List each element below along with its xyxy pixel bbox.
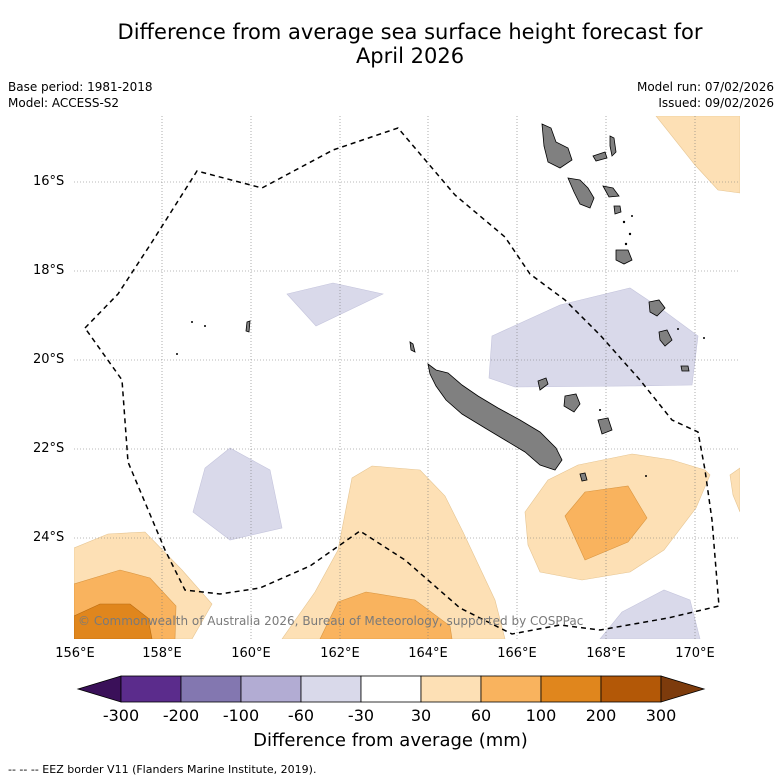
colorbar-tick-label: 300: [645, 706, 677, 725]
vanuatu-malekula: [567, 177, 595, 209]
grid-lines: [74, 116, 740, 639]
contour-60-100-southeast: [564, 485, 648, 561]
lat-tick-label: 16°S: [33, 174, 65, 189]
colorbar-segment: [120, 675, 182, 703]
vanuatu-pentecost: [609, 135, 617, 157]
base-period: Base period: 1981-2018: [8, 80, 153, 94]
colorbar-segment: [600, 675, 662, 703]
contour-neg30-60-east: [488, 287, 699, 388]
colorbar: [76, 675, 706, 703]
vanuatu-efate: [615, 249, 633, 265]
colorbar-segment: [360, 675, 422, 703]
copyright-notice: © Commonwealth of Australia 2026, Bureau…: [78, 614, 584, 628]
lon-tick-label: 164°E: [408, 646, 448, 661]
colorbar-tick-label: 100: [525, 706, 557, 725]
contour-100-200-southwest: [74, 603, 153, 639]
lat-tick-label: 18°S: [33, 263, 65, 278]
colorbar-tick-label: -300: [102, 706, 140, 725]
colorbar-segment: [300, 675, 362, 703]
lon-tick-label: 166°E: [497, 646, 537, 661]
eez-footnote: -- -- -- EEZ border V11 (Flanders Marine…: [8, 763, 317, 776]
colorbar-tick-label: -30: [347, 706, 375, 725]
islands: [245, 123, 690, 482]
vanuatu-epi: [613, 205, 622, 215]
colorbar-tick-label: -60: [287, 706, 315, 725]
vanuatu-aneityum: [680, 365, 690, 372]
colorbar-extend-high: [660, 675, 706, 703]
colorbar-tick-label: -100: [222, 706, 260, 725]
lat-tick-label: 24°S: [33, 530, 65, 545]
colorbar-segment: [240, 675, 302, 703]
meta-right: Model run: 07/02/2026 Issued: 09/02/2026: [637, 79, 774, 111]
loyalty-island-2: [563, 393, 581, 413]
eez-border: [84, 127, 720, 635]
contour-60-100-south-central: [319, 591, 453, 639]
belep-islet: [409, 341, 416, 353]
vanuatu-espiritu-santo: [541, 123, 573, 169]
vanuatu-ambae: [592, 151, 608, 162]
colorbar-segment: [480, 675, 542, 703]
meta-left: Base period: 1981-2018 Model: ACCESS-S2: [8, 79, 153, 111]
colorbar-tick-label: -200: [162, 706, 200, 725]
matthew-islet: [579, 472, 588, 482]
lat-tick-label: 22°S: [33, 441, 65, 456]
lon-tick-label: 162°E: [320, 646, 360, 661]
model-name: Model: ACCESS-S2: [8, 96, 120, 110]
colorbar-segment: [180, 675, 242, 703]
contour-30-60-far-east: [729, 467, 740, 513]
lon-tick-label: 160°E: [231, 646, 271, 661]
lon-tick-label: 156°E: [55, 646, 95, 661]
chart-title: Difference from average sea surface heig…: [60, 20, 760, 68]
title-line-2: April 2026: [355, 44, 465, 68]
vanuatu-tanna: [658, 329, 673, 347]
chesterfield-islet: [245, 320, 251, 333]
colorbar-title: Difference from average (mm): [253, 730, 528, 751]
colorbar-tick-label: 200: [585, 706, 617, 725]
lon-tick-label: 168°E: [586, 646, 626, 661]
contour-neg30-60-southwest: [192, 447, 283, 541]
colorbar-segment: [540, 675, 602, 703]
contour-neg30-60-southeast: [599, 589, 701, 639]
vanuatu-erromango: [648, 299, 666, 317]
loyalty-island-3: [597, 417, 613, 435]
lon-tick-label: 158°E: [142, 646, 182, 661]
issued-date: Issued: 09/02/2026: [658, 96, 774, 110]
new-caledonia-island: [427, 363, 563, 471]
colorbar-extend-low: [76, 675, 122, 703]
contour-neg30-60-west: [286, 282, 384, 327]
model-run: Model run: 07/02/2026: [636, 80, 774, 94]
contour-30-60-northeast: [655, 116, 740, 194]
colorbar-segment: [420, 675, 482, 703]
vanuatu-ambrym: [602, 185, 620, 198]
colorbar-tick-label: 30: [410, 706, 432, 725]
lon-tick-label: 170°E: [675, 646, 715, 661]
title-line-1: Difference from average sea surface heig…: [117, 20, 703, 44]
loyalty-island-1: [537, 377, 549, 391]
colorbar-tick-label: 60: [470, 706, 492, 725]
lat-tick-label: 20°S: [33, 352, 65, 367]
small-islets: [176, 215, 705, 477]
